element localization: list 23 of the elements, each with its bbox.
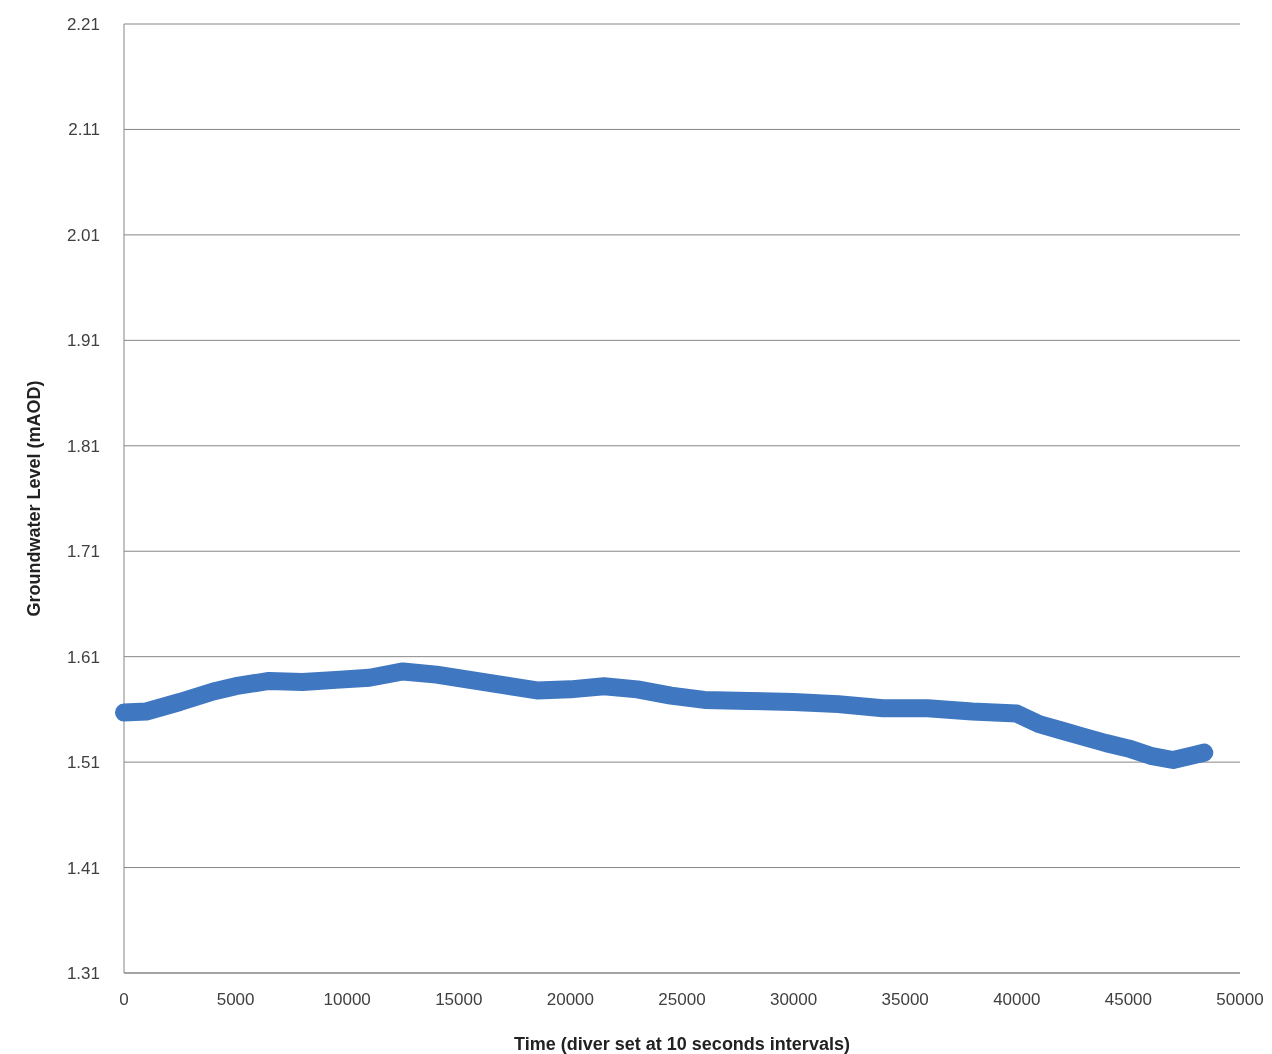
x-tick-label: 40000 [993,990,1041,1009]
y-tick-label: 1.61 [66,647,100,667]
x-tick-label: 50000 [1216,990,1264,1009]
x-tick-label: 45000 [1104,990,1153,1009]
y-tick-label: 2.01 [66,225,100,245]
x-tick-label: 0 [119,990,129,1009]
x-tick-label: 25000 [658,990,706,1009]
y-tick-label: 1.31 [66,963,100,983]
x-tick-label: 15000 [435,990,483,1009]
y-tick-label: 1.91 [66,331,100,351]
x-tick-label: 5000 [216,990,255,1009]
x-axis-title: Time (diver set at 10 seconds intervals) [514,1034,850,1054]
x-tick-label: 10000 [323,990,371,1009]
y-tick-label: 1.41 [66,858,100,878]
y-axis-title: Groundwater Level (mAOD) [24,380,44,617]
y-tick-label: 2.21 [66,14,100,34]
x-tick-label: 30000 [769,990,818,1009]
x-tick-label: 20000 [546,990,595,1009]
x-tick-label: 35000 [881,990,929,1009]
y-tick-label: 2.11 [68,120,100,140]
y-tick-label: 1.71 [66,542,100,562]
y-tick-label: 1.81 [66,436,100,456]
y-tick-label: 1.51 [66,753,100,773]
